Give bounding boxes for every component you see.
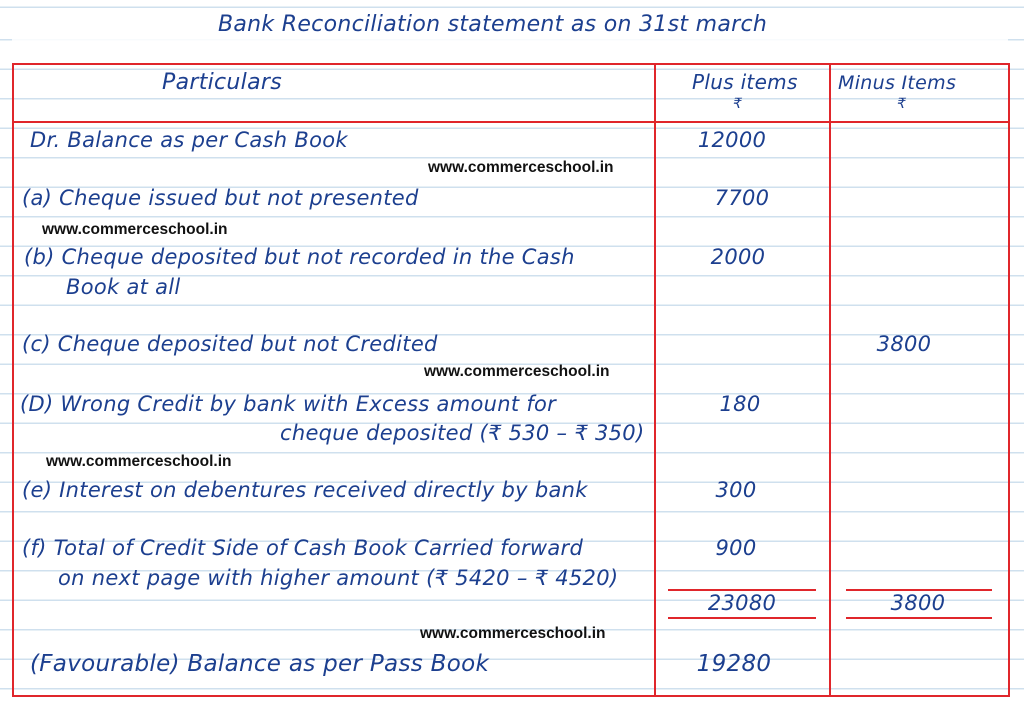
row-label-continued: Book at all <box>66 275 181 299</box>
watermark: www.commerceschool.in <box>46 453 232 470</box>
watermark: www.commerceschool.in <box>420 625 606 642</box>
title-area <box>12 10 1008 63</box>
header-plus-items: Plus items <box>692 70 798 94</box>
total-rule-top <box>668 589 816 591</box>
row-label: (c) Cheque deposited but not Credited <box>22 332 438 356</box>
header-particulars: Particulars <box>162 70 282 95</box>
row-label: (e) Interest on debentures received dire… <box>22 478 588 502</box>
final-balance-value: 19280 <box>696 651 772 677</box>
minus-total: 3800 <box>890 591 946 615</box>
row-label: (f) Total of Credit Side of Cash Book Ca… <box>22 536 584 560</box>
watermark: www.commerceschool.in <box>424 363 610 380</box>
final-balance-label: (Favourable) Balance as per Pass Book <box>30 651 490 677</box>
page-title: Bank Reconciliation statement as on 31st… <box>218 12 768 37</box>
header-divider <box>12 121 1008 123</box>
total-rule-top <box>846 589 992 591</box>
watermark: www.commerceschool.in <box>42 221 228 238</box>
row-label: (b) Cheque deposited but not recorded in… <box>24 245 575 269</box>
header-minus-items: Minus Items <box>838 72 957 94</box>
row-label: (a) Cheque issued but not presented <box>22 186 419 210</box>
minus-value: 3800 <box>876 332 932 356</box>
header-minus-unit: ₹ <box>897 96 907 112</box>
reconciliation-table <box>12 63 1010 697</box>
row-label-continued: on next page with higher amount (₹ 5420 … <box>58 566 619 590</box>
plus-value: 7700 <box>714 186 770 210</box>
column-divider <box>654 63 656 697</box>
row-label: Dr. Balance as per Cash Book <box>30 128 348 152</box>
total-rule-bottom <box>668 617 816 619</box>
row-label-continued: cheque deposited (₹ 530 – ₹ 350) <box>280 421 645 445</box>
watermark: www.commerceschool.in <box>428 159 614 176</box>
plus-value: 2000 <box>710 245 766 269</box>
header-plus-unit: ₹ <box>733 96 743 112</box>
plus-value: 180 <box>719 392 761 416</box>
column-divider <box>829 63 831 697</box>
plus-value: 300 <box>715 478 757 502</box>
plus-value: 12000 <box>697 128 767 152</box>
plus-value: 900 <box>715 536 757 560</box>
plus-total: 23080 <box>707 591 777 615</box>
total-rule-bottom <box>846 617 992 619</box>
row-label: (D) Wrong Credit by bank with Excess amo… <box>20 392 557 416</box>
